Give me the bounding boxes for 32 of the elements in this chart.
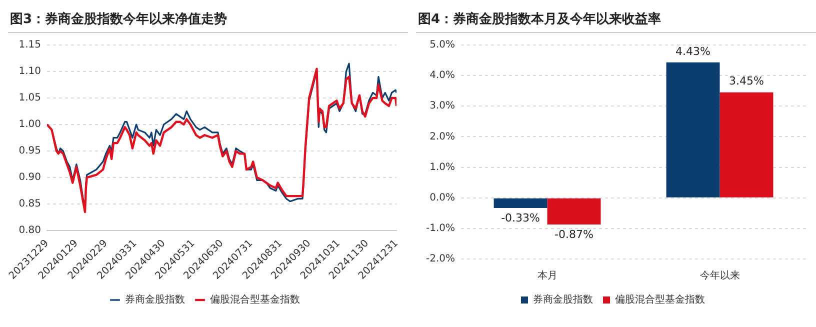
chart-title: 图3：券商金股指数今年以来净值走势 (8, 8, 408, 33)
y-tick-label: -1.0% (426, 223, 456, 234)
legend-label: 偏股混合型基金指数 (210, 294, 300, 306)
y-tick-label: 1.15 (18, 40, 41, 51)
y-tick-label: -2.0% (426, 254, 456, 265)
y-tick-label: 4.0% (430, 70, 456, 82)
y-tick-label: 0.0% (430, 192, 456, 204)
bar (547, 198, 601, 224)
y-tick-label: 0.90 (18, 172, 41, 184)
y-tick-label: 3.0% (430, 100, 456, 112)
bar (494, 198, 548, 208)
y-tick-label: 0.95 (18, 146, 41, 157)
x-tick-label: 本月 (537, 270, 558, 282)
legend-label: 偏股混合型基金指数 (615, 294, 705, 306)
y-tick-label: 1.00 (18, 119, 41, 130)
y-tick-label: 1.10 (18, 66, 41, 78)
data-label: -0.87% (554, 228, 594, 241)
y-tick-label: 0.80 (18, 225, 41, 236)
data-label: 4.43% (676, 44, 710, 58)
y-tick-label: 1.05 (18, 92, 41, 104)
legend-label: 券商金股指数 (125, 294, 185, 306)
chart-title: 图4：券商金股指数本月及今年以来收益率 (416, 8, 816, 33)
y-tick-label: 1.0% (430, 162, 456, 173)
x-tick-label: 今年以来 (700, 270, 740, 282)
y-tick-label: 0.85 (18, 198, 41, 210)
data-label: 3.45% (729, 74, 764, 88)
data-label: -0.33% (501, 211, 540, 224)
y-tick-label: 5.0% (430, 40, 456, 51)
legend-label: 券商金股指数 (533, 294, 593, 306)
y-tick-label: 2.0% (430, 131, 456, 142)
bar (666, 62, 720, 198)
bar (720, 92, 774, 198)
